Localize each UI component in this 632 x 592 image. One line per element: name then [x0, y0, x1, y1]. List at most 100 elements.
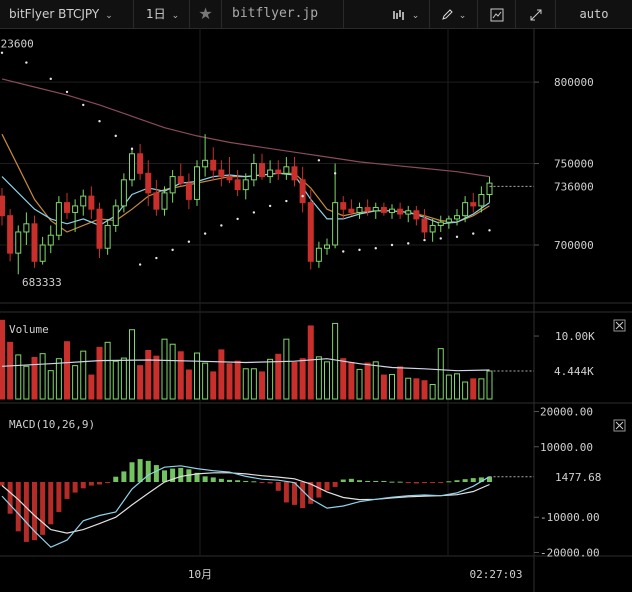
candle-bull: [242, 179, 249, 191]
draw-button[interactable]: ⌄: [430, 0, 478, 28]
volume-bar: [137, 365, 144, 400]
volume-bar: [486, 370, 493, 400]
macd-histogram-bar: [308, 482, 314, 504]
symbol-selector[interactable]: bitFlyer BTCJPY ⌄: [0, 0, 134, 28]
macd-histogram-bar: [430, 482, 436, 483]
macd-tick-label: 10000.00: [540, 441, 593, 454]
chevron-down-icon: ⌄: [411, 11, 420, 21]
macd-current-label: 1477.68: [555, 471, 601, 484]
macd-pane: [0, 411, 539, 553]
candle-bull: [283, 166, 290, 174]
close-icon[interactable]: [613, 419, 626, 432]
volume-bar: [332, 322, 339, 400]
macd-histogram-bar: [422, 482, 427, 484]
candle-bear: [7, 215, 14, 254]
volume-bar: [405, 377, 412, 400]
chart-canvas[interactable]: 700000 750000 800000 736000 823600 683333 Volu…: [0, 28, 632, 592]
toolbar: bitFlyer BTCJPY ⌄ 1日 ⌄ ★ bitflyer.jp ⌄ ⌄ a…: [0, 0, 632, 29]
macd-histogram-bar: [381, 480, 387, 482]
sar-dot: [333, 172, 337, 175]
volume-bar: [234, 360, 241, 400]
volume-bar: [291, 361, 298, 400]
candle-bear: [259, 163, 265, 178]
macd-histogram-bar: [7, 482, 13, 514]
volume-bar: [356, 368, 363, 400]
sar-dot: [390, 243, 394, 247]
candle-bull: [55, 202, 62, 236]
candle-bull: [80, 195, 87, 207]
sar-dot: [342, 250, 345, 253]
macd-histogram-bar: [178, 467, 184, 482]
sar-dot: [285, 199, 288, 203]
volume-bar: [64, 341, 70, 400]
macd-histogram-bar: [389, 481, 395, 483]
candle-bear: [218, 169, 225, 178]
volume-bar: [259, 371, 265, 400]
candle-bull: [15, 231, 22, 254]
macd-histogram-bar: [32, 482, 37, 541]
volume-bar: [169, 343, 176, 400]
fullscreen-button[interactable]: [516, 0, 556, 28]
interval-selector[interactable]: 1日 ⌄: [134, 0, 190, 28]
macd-line: [1, 465, 490, 548]
candle-bear: [470, 202, 477, 207]
close-icon[interactable]: [613, 319, 626, 332]
star-icon[interactable]: ★: [190, 0, 222, 28]
macd-histogram-bar: [454, 480, 460, 482]
candle-bull: [104, 224, 111, 249]
fullscreen-icon: [530, 9, 541, 20]
volume-bar: [340, 358, 347, 400]
volume-bar: [7, 341, 14, 400]
candle-bear: [413, 210, 420, 220]
volume-bar: [47, 370, 54, 400]
ma-long-line: [1, 78, 490, 178]
chart-frame: [0, 28, 632, 592]
site-link[interactable]: bitflyer.jp: [222, 0, 344, 28]
macd-histogram-bar: [235, 480, 241, 482]
candle-bull: [23, 223, 30, 233]
sar-dot: [407, 242, 410, 245]
volume-bar: [315, 356, 322, 400]
macd-histogram-bar: [145, 460, 151, 482]
candle-bull: [202, 159, 209, 168]
sar-dot: [252, 211, 256, 214]
volume-bar: [478, 378, 485, 400]
volume-bar: [445, 374, 452, 400]
volume-bar: [275, 353, 282, 400]
candle-bear: [153, 192, 160, 210]
macd-histogram-bar: [170, 468, 176, 482]
volume-bar: [129, 329, 135, 400]
candle-bull: [129, 153, 135, 181]
candle-bear: [185, 182, 192, 200]
scale-mode-button[interactable]: auto: [579, 7, 609, 21]
macd-tick-label: -20000.00: [540, 546, 600, 559]
volume-bar: [324, 361, 330, 400]
macd-histogram-bar: [487, 476, 492, 482]
candle-bear: [307, 202, 314, 262]
macd-histogram-bar: [332, 482, 338, 487]
indicator-button[interactable]: [478, 0, 516, 28]
candle-bear: [397, 208, 404, 215]
macd-histogram-bar: [373, 480, 379, 482]
macd-histogram-bar: [413, 482, 419, 484]
candle-bear: [31, 223, 38, 262]
volume-bar: [96, 346, 103, 400]
macd-histogram-bar: [446, 481, 452, 483]
chart-type-button[interactable]: ⌄: [382, 0, 430, 28]
volume-bar: [437, 348, 444, 400]
candle-bear: [234, 179, 241, 191]
macd-histogram-bar: [267, 482, 273, 484]
candle-bull: [405, 210, 412, 215]
macd-histogram-bar: [397, 481, 403, 483]
candle-bear: [421, 218, 428, 233]
volume-pane: [0, 319, 539, 400]
sar-dot: [187, 240, 191, 243]
volume-bar: [15, 354, 22, 400]
macd-histogram-bar: [405, 482, 411, 484]
volume-bar: [55, 358, 62, 400]
macd-histogram-bar: [324, 482, 330, 491]
volume-bar: [389, 373, 395, 400]
volume-bar: [112, 360, 119, 400]
close-icon-frame: [613, 319, 626, 332]
sar-dot: [0, 51, 4, 55]
